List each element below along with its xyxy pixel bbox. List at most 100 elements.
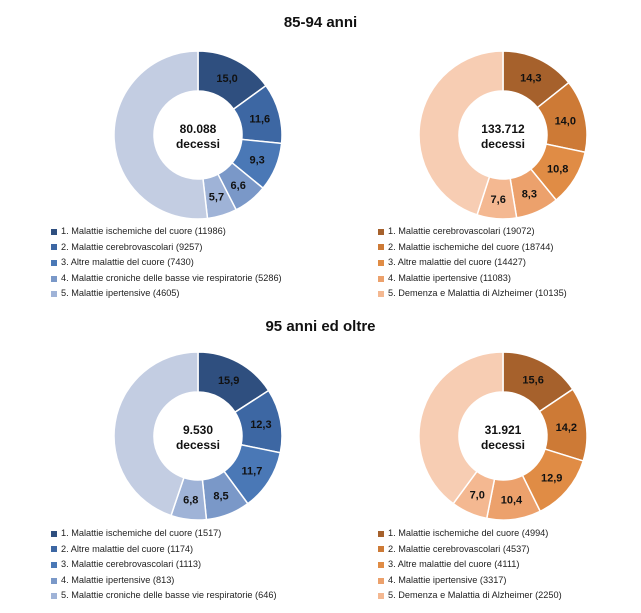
- legend-label: 3. Altre malattie del cuore (7430): [61, 257, 194, 268]
- legend-item: 2. Altre malattie del cuore (1174): [51, 542, 277, 558]
- legend-swatch: [378, 291, 384, 298]
- legend-label: 2. Malattie cerebrovascolari (9257): [61, 241, 203, 252]
- legend-item: 3. Altre malattie del cuore (14427): [378, 255, 567, 271]
- legend-item: 2. Malattie cerebrovascolari (4537): [378, 542, 562, 558]
- donut-slice-value-label: 7,0: [470, 490, 485, 502]
- legend-95-plus-orange: 1. Malattie ischemiche del cuore (4994) 2…: [378, 526, 562, 604]
- donut-slice-value-label: 8,3: [522, 188, 537, 200]
- legend-label: 4. Malattie ipertensive (813): [61, 574, 175, 585]
- legend-swatch: [51, 593, 57, 600]
- donut-center-hole: [460, 92, 546, 178]
- legend-item: 2. Malattie cerebrovascolari (9257): [51, 240, 282, 256]
- legend-swatch: [51, 561, 57, 568]
- donut-slice-6: [418, 351, 504, 505]
- legend-swatch: [51, 546, 57, 553]
- legend-item: 5. Demenza e Malattia di Alzheimer (2250…: [378, 588, 562, 604]
- legend-swatch: [51, 530, 57, 537]
- donut-slice-value-label: 15,9: [218, 375, 239, 387]
- legend-label: 2. Altre malattie del cuore (1174): [61, 543, 194, 554]
- donut-center-value: 133.712: [481, 122, 525, 136]
- donut-center-label: decessi: [481, 438, 525, 452]
- donut-slice-value-label: 7,6: [491, 194, 506, 206]
- donut-slice-value-label: 9,3: [249, 154, 264, 166]
- donut-slice-value-label: 10,8: [547, 163, 568, 175]
- donut-center-label: decessi: [176, 438, 220, 452]
- legend-label: 3. Altre malattie del cuore (14427): [388, 257, 526, 268]
- legend-swatch: [378, 228, 384, 235]
- legend-label: 2. Malattie cerebrovascolari (4537): [388, 543, 530, 554]
- legend-item: 4. Malattie ipertensive (3317): [378, 573, 562, 589]
- donut-slice-6: [113, 351, 199, 517]
- legend-item: 4. Malattie ipertensive (11083): [378, 271, 567, 287]
- legend-swatch: [378, 244, 384, 251]
- donut-slice-value-label: 12,3: [250, 419, 271, 431]
- legend-95-plus-blue: 1. Malattie ischemiche del cuore (1517) 2…: [51, 526, 277, 604]
- legend-swatch: [51, 577, 57, 584]
- legend-label: 5. Malattie ipertensive (4605): [61, 288, 180, 299]
- section-title-85-94: 85-94 anni: [283, 14, 358, 31]
- donut-slice-value-label: 10,4: [501, 494, 523, 506]
- legend-label: 5. Demenza e Malattia di Alzheimer (1013…: [388, 288, 567, 299]
- donut-center-value: 31.921: [485, 423, 522, 437]
- legend-label: 1. Malattie ischemiche del cuore (1517): [61, 528, 222, 538]
- donut-slice-value-label: 5,7: [209, 191, 224, 203]
- donut-center-value: 80.088: [180, 122, 217, 136]
- legend-item: 5. Demenza e Malattia di Alzheimer (1013…: [378, 286, 567, 302]
- legend-swatch: [51, 291, 57, 298]
- donut-slice-value-label: 15,6: [522, 375, 543, 387]
- donut-center-hole: [155, 393, 241, 479]
- legend-item: 4. Malattie croniche delle basse vie res…: [51, 271, 282, 287]
- legend-item: 5. Malattie croniche delle basse vie res…: [51, 588, 277, 604]
- donut-slice-value-label: 14,2: [556, 422, 577, 434]
- donut-slice-value-label: 11,7: [242, 465, 263, 477]
- legend-swatch: [378, 259, 384, 266]
- legend-85-94-blue: 1. Malattie ischemiche del cuore (11986)…: [51, 224, 282, 302]
- legend-85-94-orange: 1. Malattie cerebrovascolari (19072) 2. M…: [378, 224, 567, 302]
- legend-item: 3. Altre malattie del cuore (4111): [378, 557, 562, 573]
- legend-swatch: [378, 275, 384, 282]
- legend-label: 4. Malattie croniche delle basse vie res…: [61, 272, 282, 283]
- legend-item: 1. Malattie cerebrovascolari (19072): [378, 224, 567, 240]
- legend-item: 2. Malattie ischemiche del cuore (18744): [378, 240, 567, 256]
- donut-slice-value-label: 12,9: [541, 473, 562, 485]
- donut-slice-value-label: 6,8: [183, 495, 198, 507]
- donut-center-label: decessi: [176, 137, 220, 151]
- donut-slice-value-label: 8,5: [213, 491, 228, 503]
- donut-slice-value-label: 14,3: [520, 72, 541, 84]
- donut-slice-value-label: 6,6: [231, 180, 246, 192]
- legend-label: 4. Malattie ipertensive (11083): [388, 272, 511, 283]
- legend-label: 1. Malattie ischemiche del cuore (11986): [61, 226, 226, 236]
- legend-label: 2. Malattie ischemiche del cuore (18744): [388, 241, 554, 252]
- legend-swatch: [51, 244, 57, 251]
- legend-item: 1. Malattie ischemiche del cuore (11986): [51, 224, 282, 240]
- legend-item: 1. Malattie ischemiche del cuore (1517): [51, 526, 277, 542]
- donut-slice-value-label: 14,0: [555, 115, 576, 127]
- donut-center-hole: [155, 92, 241, 178]
- donut-slice-value-label: 11,6: [249, 113, 270, 125]
- section-title-95-plus: 95 anni ed oltre: [265, 318, 376, 335]
- legend-swatch: [378, 593, 384, 600]
- legend-item: 3. Malattie cerebrovascolari (1113): [51, 557, 277, 573]
- legend-label: 1. Malattie cerebrovascolari (19072): [388, 226, 535, 236]
- legend-swatch: [51, 259, 57, 266]
- legend-item: 4. Malattie ipertensive (813): [51, 573, 277, 589]
- legend-item: 5. Malattie ipertensive (4605): [51, 286, 282, 302]
- legend-swatch: [378, 530, 384, 537]
- donut-center-value: 9.530: [183, 423, 213, 437]
- legend-label: 4. Malattie ipertensive (3317): [388, 574, 507, 585]
- donut-slice-value-label: 15,0: [216, 73, 237, 85]
- legend-swatch: [378, 577, 384, 584]
- legend-swatch: [378, 546, 384, 553]
- legend-label: 3. Malattie cerebrovascolari (1113): [61, 559, 202, 570]
- donut-slice-6: [113, 50, 209, 220]
- donut-slice-6: [418, 50, 504, 216]
- donut-center-label: decessi: [481, 137, 525, 151]
- legend-swatch: [51, 228, 57, 235]
- legend-label: 1. Malattie ischemiche del cuore (4994): [388, 528, 549, 538]
- legend-swatch: [51, 275, 57, 282]
- legend-item: 3. Altre malattie del cuore (7430): [51, 255, 282, 271]
- donut-center-hole: [460, 393, 546, 479]
